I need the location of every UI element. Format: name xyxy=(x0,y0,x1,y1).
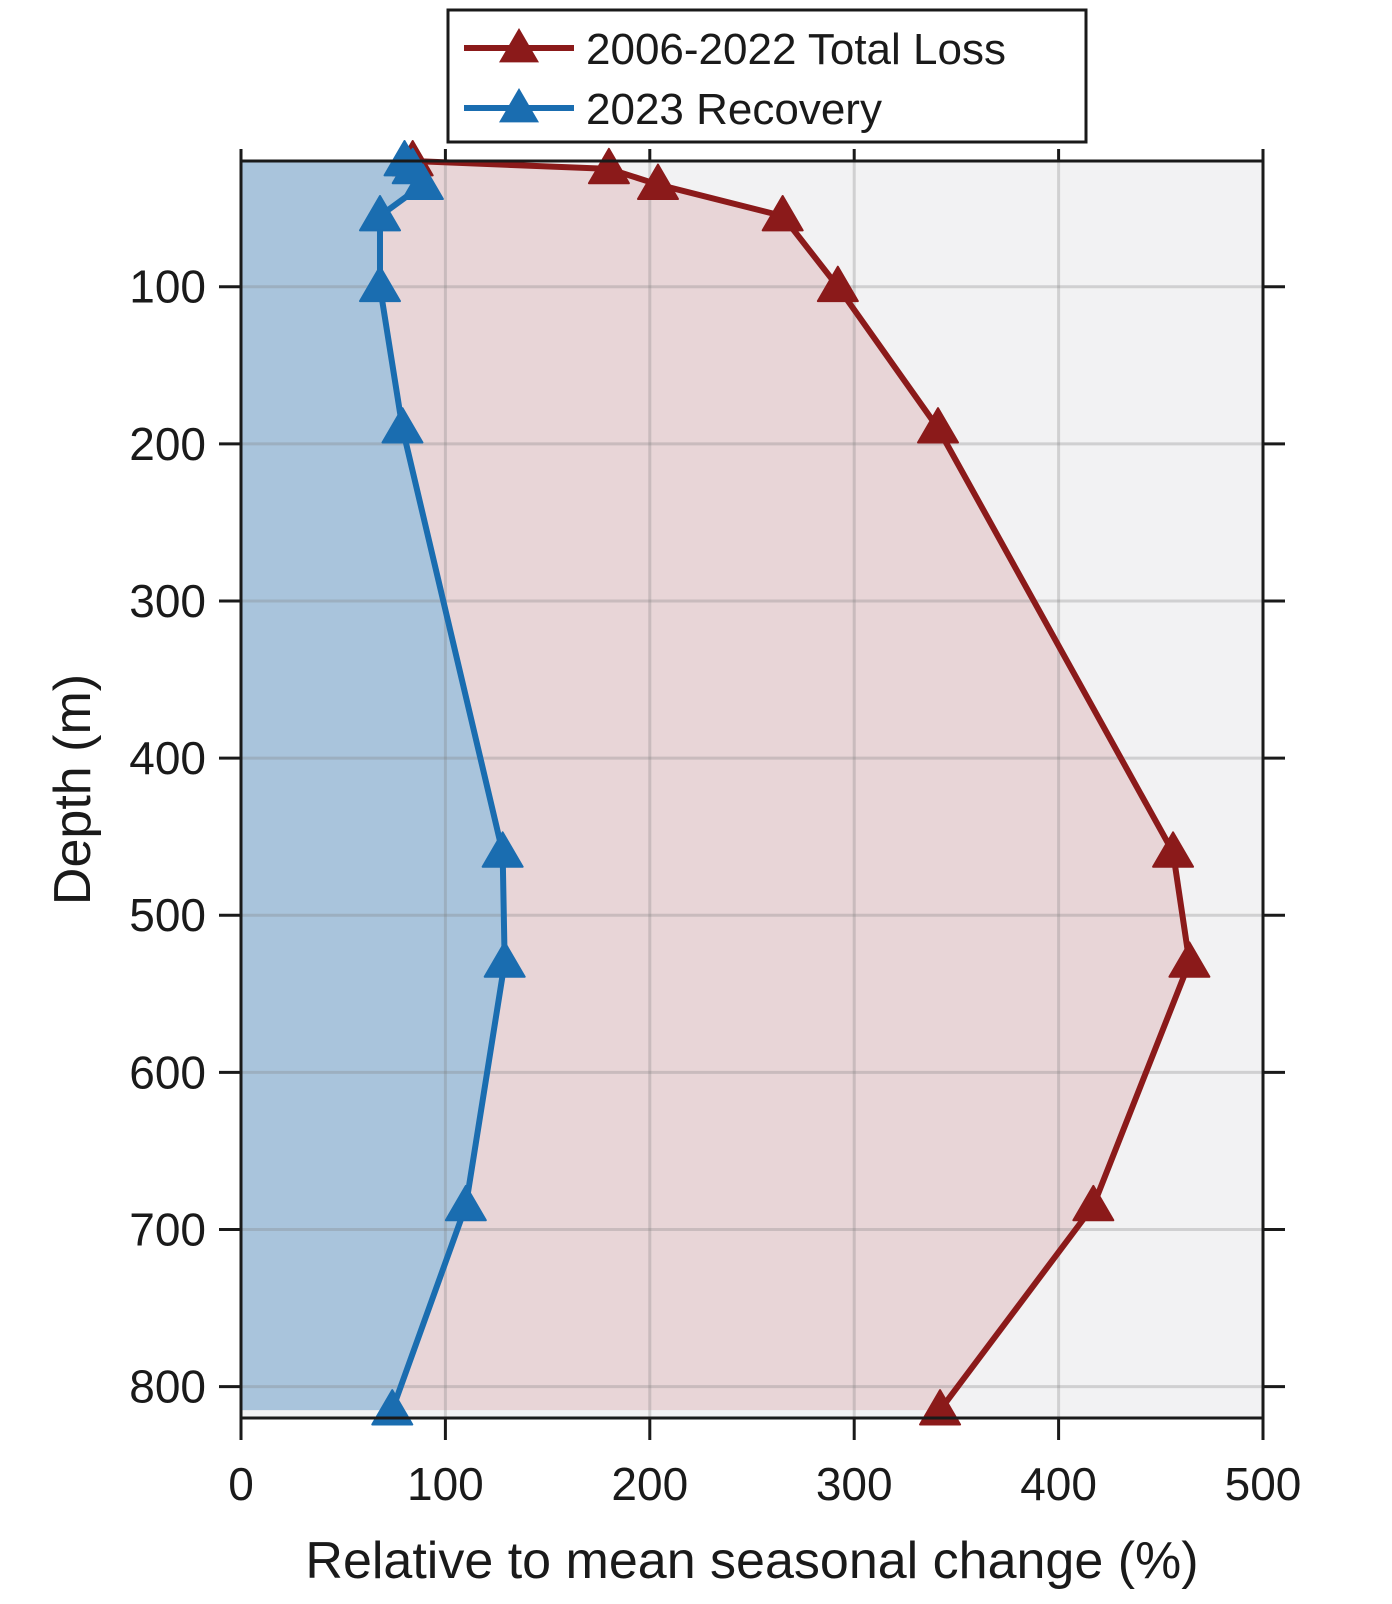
recovery-marker xyxy=(401,163,444,200)
x-tick-label: 0 xyxy=(228,1458,254,1510)
y-tick-label: 100 xyxy=(129,261,206,313)
y-axis-title: Depth (m) xyxy=(44,674,102,905)
y-tick-label: 500 xyxy=(129,889,206,941)
total-loss-marker xyxy=(919,1389,962,1426)
recovery-marker xyxy=(481,831,524,868)
x-tick-label: 100 xyxy=(407,1458,484,1510)
recovery-marker xyxy=(483,941,526,978)
y-tick-label: 600 xyxy=(129,1046,206,1098)
legend-label: 2023 Recovery xyxy=(586,85,882,134)
y-tick-label: 700 xyxy=(129,1203,206,1255)
y-tick-label: 300 xyxy=(129,575,206,627)
total-loss-marker xyxy=(816,265,859,303)
recovery-marker xyxy=(381,407,424,444)
y-tick-label: 200 xyxy=(129,418,206,470)
recovery-area xyxy=(241,161,505,1411)
total-loss-marker xyxy=(636,163,679,200)
total-loss-marker xyxy=(1168,941,1211,978)
x-tick-label: 200 xyxy=(611,1458,688,1510)
total-loss-marker xyxy=(917,407,960,444)
total-loss-marker xyxy=(761,194,804,232)
legend-box xyxy=(446,8,1088,144)
legend-swatch-marker xyxy=(499,88,539,123)
recovery-marker xyxy=(371,1389,414,1426)
axes-frame xyxy=(239,159,1265,1420)
x-tick-label: 400 xyxy=(1020,1458,1097,1510)
x-tick-label: 300 xyxy=(816,1458,893,1510)
total-loss-marker xyxy=(1152,831,1195,868)
total-loss-line xyxy=(412,158,1193,1412)
total-loss-marker xyxy=(587,147,630,185)
x-axis-title: Relative to mean seasonal change (%) xyxy=(305,1532,1198,1590)
total-loss-marker xyxy=(1072,1184,1115,1222)
legend-label: 2006-2022 Total Loss xyxy=(586,25,1006,74)
axes-layer: 0 100 200 300 400 500 100 200 300 400 500 600 700 800… xyxy=(44,149,1301,1590)
recovery-marker xyxy=(358,265,401,303)
y-tick-label: 400 xyxy=(129,732,206,784)
legend-swatch-marker xyxy=(499,28,539,63)
x-tick-label: 500 xyxy=(1225,1458,1302,1510)
legend: 2006-2022 Total Loss 2023 Recovery xyxy=(446,8,1088,144)
y-tick-label: 800 xyxy=(129,1361,206,1413)
recovery-marker xyxy=(358,194,401,232)
recovery-marker xyxy=(444,1184,487,1222)
plot-layer xyxy=(241,140,1263,1426)
